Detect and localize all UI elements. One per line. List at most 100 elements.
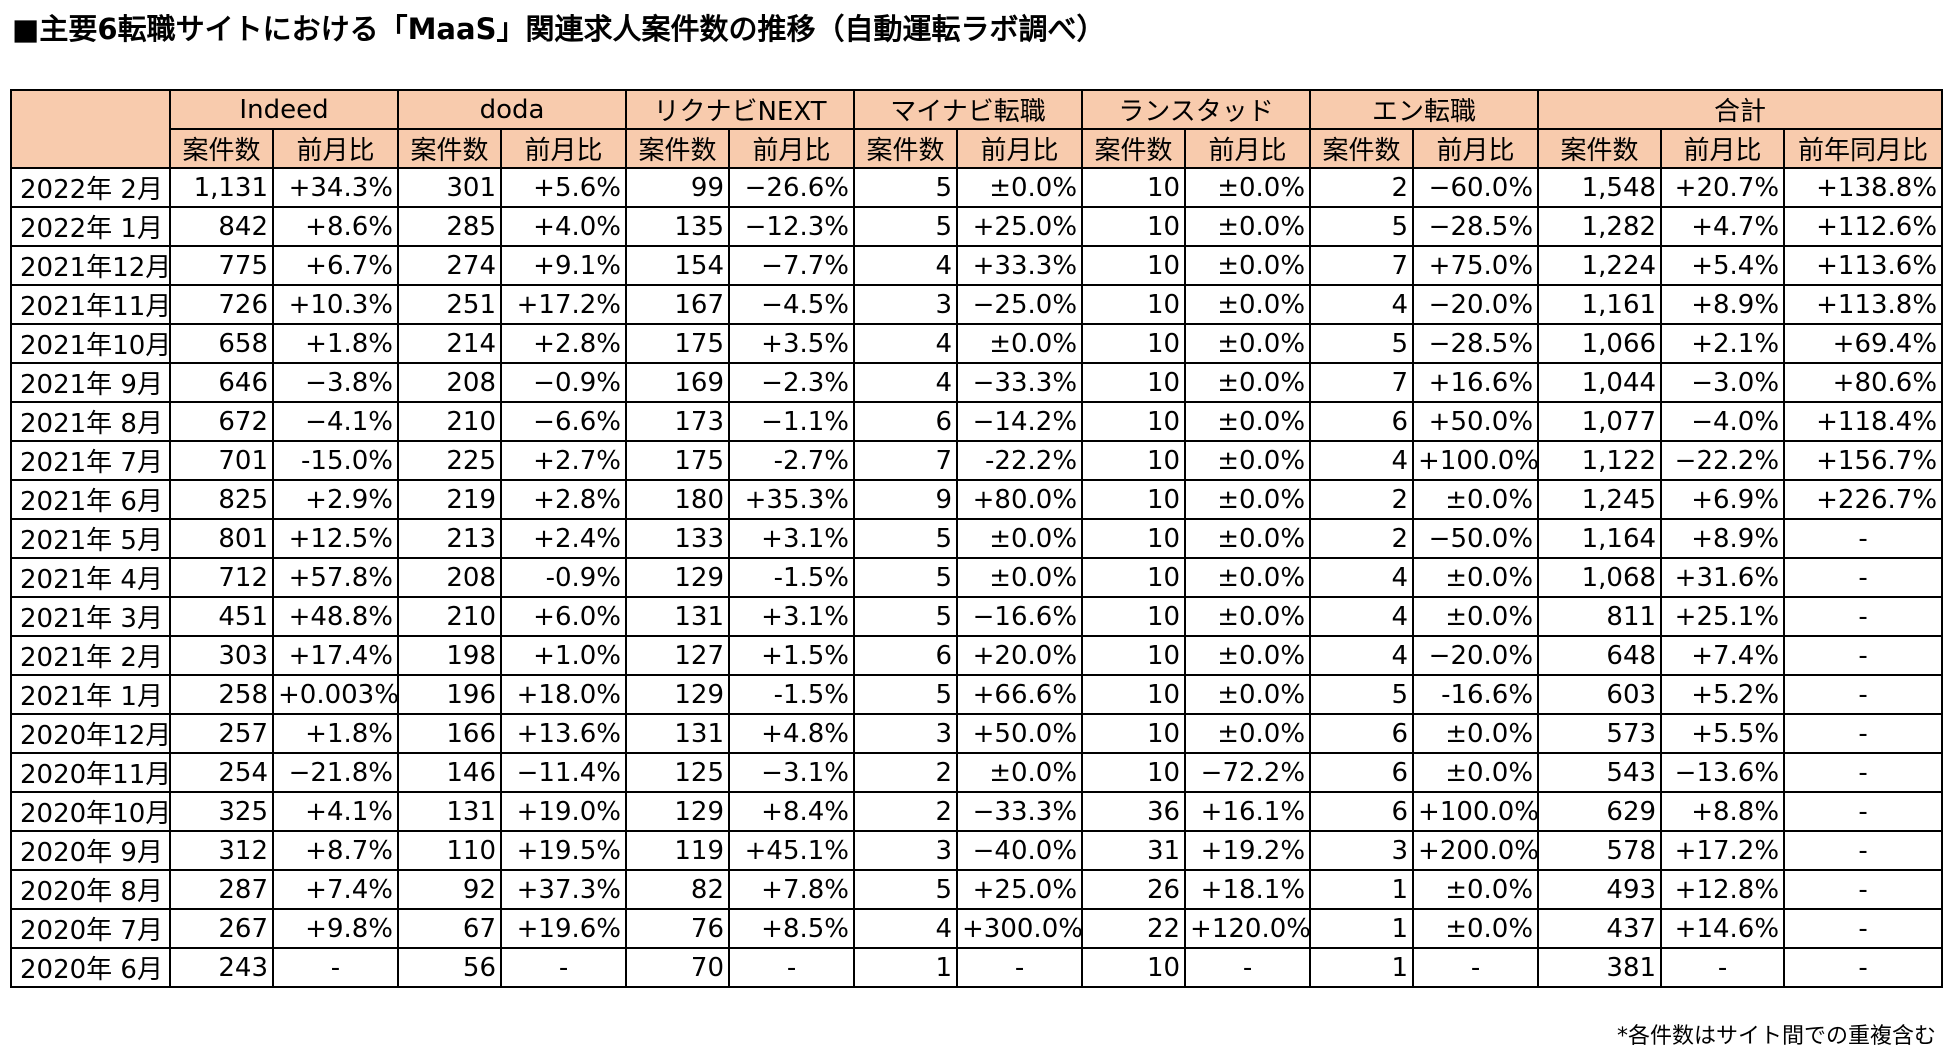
subheader-mom: 前月比: [272, 128, 399, 169]
yoy-cell: +226.7%: [1783, 479, 1944, 520]
count-cell: 4: [1309, 557, 1415, 598]
month-cell: 2021年 4月: [10, 557, 171, 598]
mom-cell: -: [1660, 947, 1786, 988]
mom-cell: ±0.0%: [1184, 557, 1312, 598]
mom-cell: ±0.0%: [1184, 440, 1312, 481]
yoy-cell: -: [1783, 674, 1944, 715]
mom-cell: +7.4%: [1660, 635, 1786, 676]
count-cell: 573: [1537, 713, 1663, 754]
yoy-cell: +69.4%: [1783, 323, 1944, 364]
mom-cell: −33.3%: [956, 791, 1084, 832]
mom-cell: -: [499, 947, 628, 988]
count-cell: 254: [169, 752, 274, 793]
count-cell: 5: [853, 557, 959, 598]
count-cell: 5: [1309, 323, 1415, 364]
mom-cell: +1.5%: [728, 635, 856, 676]
count-cell: 31: [1081, 830, 1187, 871]
mom-cell: +80.0%: [956, 479, 1084, 520]
mom-cell: +8.8%: [1660, 791, 1786, 832]
mom-cell: ±0.0%: [1184, 479, 1312, 520]
mom-cell: ±0.0%: [1184, 245, 1312, 286]
count-cell: 5: [853, 869, 959, 910]
yoy-cell: +113.8%: [1783, 284, 1944, 325]
count-cell: 3: [853, 713, 959, 754]
yoy-cell: -: [1783, 947, 1944, 988]
mom-cell: +2.8%: [499, 479, 628, 520]
mom-cell: −3.8%: [272, 362, 399, 403]
count-cell: 10: [1081, 323, 1187, 364]
count-cell: 10: [1081, 401, 1187, 442]
count-cell: 312: [169, 830, 274, 871]
table-row: 2020年11月 254 −21.8% 146 −11.4% 125 −3.1% 2 ±0.0%…: [10, 752, 1944, 793]
site-header-mynavi: マイナビ転職: [853, 89, 1084, 130]
mom-cell: +48.8%: [272, 596, 399, 637]
count-cell: 3: [1309, 830, 1415, 871]
count-cell: 274: [397, 245, 502, 286]
mom-cell: +16.1%: [1184, 791, 1312, 832]
subheader-count: 案件数: [625, 128, 731, 169]
count-cell: 1: [1309, 947, 1415, 988]
month-cell: 2022年 1月: [10, 206, 171, 247]
table-row: 2022年 1月 842 +8.6% 285 +4.0% 135 −12.3% 5 +25.0%…: [10, 206, 1944, 247]
count-cell: 169: [625, 362, 731, 403]
mom-cell: +19.0%: [499, 791, 628, 832]
mom-cell: −3.0%: [1660, 362, 1786, 403]
job-count-table: Indeed doda リクナビNEXT マイナビ転職 ランスタッド エン転職 …: [10, 89, 1944, 988]
mom-cell: +4.0%: [499, 206, 628, 247]
count-cell: 131: [625, 596, 731, 637]
month-cell: 2021年 7月: [10, 440, 171, 481]
count-cell: 5: [853, 518, 959, 559]
count-cell: 243: [169, 947, 274, 988]
subheader-count: 案件数: [169, 128, 274, 169]
table-row: 2021年 3月 451 +48.8% 210 +6.0% 131 +3.1% 5 −16.6%…: [10, 596, 1944, 637]
mom-cell: +1.8%: [272, 323, 399, 364]
mom-cell: +9.8%: [272, 908, 399, 949]
subheader-mom: 前月比: [499, 128, 628, 169]
count-cell: 92: [397, 869, 502, 910]
mom-cell: −6.6%: [499, 401, 628, 442]
mom-cell: −1.1%: [728, 401, 856, 442]
count-cell: 3: [853, 284, 959, 325]
count-cell: 175: [625, 323, 731, 364]
count-cell: 131: [397, 791, 502, 832]
mom-cell: +5.5%: [1660, 713, 1786, 754]
mom-cell: +16.6%: [1412, 362, 1540, 403]
table-row: 2021年 4月 712 +57.8% 208 -0.9% 129 -1.5% 5 ±0.0% 1…: [10, 557, 1944, 598]
yoy-cell: -: [1783, 596, 1944, 637]
page-title: ■主要6転職サイトにおける「MaaS」関連求人案件数の推移（自動運転ラボ調べ）: [12, 12, 1106, 46]
yoy-cell: -: [1783, 518, 1944, 559]
count-cell: 10: [1081, 557, 1187, 598]
mom-cell: +5.2%: [1660, 674, 1786, 715]
count-cell: 6: [1309, 713, 1415, 754]
count-cell: 10: [1081, 362, 1187, 403]
mom-cell: +75.0%: [1412, 245, 1540, 286]
table-row: 2020年10月 325 +4.1% 131 +19.0% 129 +8.4% 2 −33.3%…: [10, 791, 1944, 832]
mom-cell: −50.0%: [1412, 518, 1540, 559]
count-cell: 775: [169, 245, 274, 286]
mom-cell: −13.6%: [1660, 752, 1786, 793]
mom-cell: −20.0%: [1412, 284, 1540, 325]
count-cell: 301: [397, 167, 502, 208]
subheader-yoy: 前年同月比: [1783, 128, 1944, 169]
count-cell: 10: [1081, 713, 1187, 754]
count-cell: 251: [397, 284, 502, 325]
mom-cell: −12.3%: [728, 206, 856, 247]
mom-cell: −16.6%: [956, 596, 1084, 637]
table-row: 2022年 2月 1,131 +34.3% 301 +5.6% 99 −26.6% 5 ±0.0…: [10, 167, 1944, 208]
mom-cell: −21.8%: [272, 752, 399, 793]
count-cell: 9: [853, 479, 959, 520]
mom-cell: +8.6%: [272, 206, 399, 247]
mom-cell: +8.7%: [272, 830, 399, 871]
mom-cell: +12.8%: [1660, 869, 1786, 910]
table-row: 2021年 6月 825 +2.9% 219 +2.8% 180 +35.3% 9 +80.0%…: [10, 479, 1944, 520]
count-cell: 26: [1081, 869, 1187, 910]
count-cell: 4: [853, 908, 959, 949]
mom-cell: +3.1%: [728, 518, 856, 559]
site-header-randstad: ランスタッド: [1081, 89, 1312, 130]
corner-header-cell: [10, 89, 171, 169]
mom-cell: +34.3%: [272, 167, 399, 208]
mom-cell: ±0.0%: [1184, 167, 1312, 208]
table-row: 2021年12月 775 +6.7% 274 +9.1% 154 −7.7% 4 +33.3% 1…: [10, 245, 1944, 286]
count-cell: 210: [397, 401, 502, 442]
subheader-count: 案件数: [397, 128, 502, 169]
